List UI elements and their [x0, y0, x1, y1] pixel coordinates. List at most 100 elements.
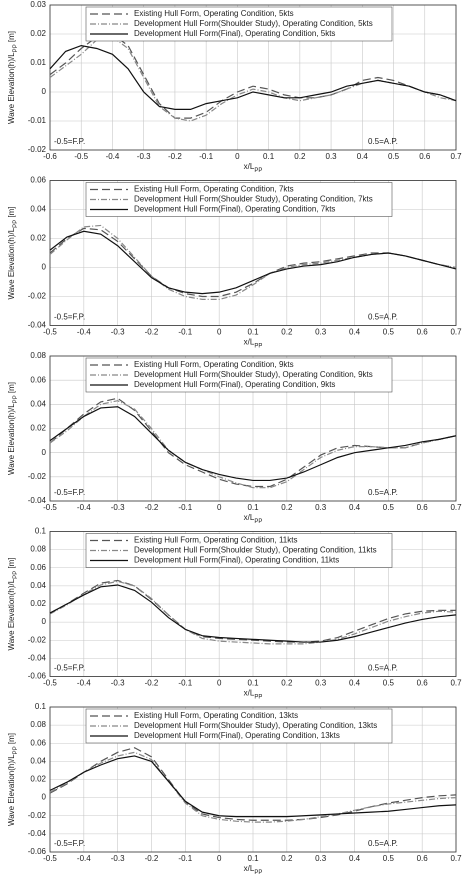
x-axis-label-part: x/L — [244, 513, 255, 522]
legend-label: Development Hull Form(Shoulder Study), O… — [134, 19, 373, 28]
annotation: -0.5=F.P. — [54, 313, 85, 322]
x-tick-label: -0.5 — [43, 503, 57, 512]
x-tick-label: 0.5 — [383, 328, 395, 337]
plot-frame — [49, 355, 457, 502]
y-tick-label: 0 — [42, 448, 47, 457]
x-tick-label: 0.4 — [349, 503, 361, 512]
y-tick-label: -0.06 — [28, 847, 47, 856]
x-tick-label: 0.4 — [349, 328, 361, 337]
legend-box — [85, 182, 393, 217]
x-axis-label: x/LPP — [244, 513, 263, 524]
x-tick-label: 0.4 — [357, 152, 369, 161]
y-axis-label-part: Wave Elevation(h)/L — [7, 578, 16, 650]
x-tick-label: 0.6 — [417, 328, 429, 337]
legend-box — [85, 533, 393, 568]
y-tick-label: 0.06 — [30, 375, 46, 384]
y-tick-label: 0.03 — [30, 0, 46, 9]
y-tick-label: 0.04 — [30, 756, 46, 765]
x-axis-label-part: PP — [254, 870, 262, 876]
y-axis-label-part: [m] — [7, 31, 16, 44]
x-tick-label: 0.7 — [450, 503, 462, 512]
y-axis-label-part: [m] — [7, 382, 16, 395]
y-axis-label-part: Wave Elevation(h)/L — [7, 52, 16, 124]
series-line — [49, 36, 457, 122]
y-tick-label: 0.08 — [30, 351, 46, 360]
series-line — [49, 33, 457, 119]
x-axis-label: x/LPP — [244, 162, 263, 173]
x-tick-label: -0.1 — [178, 328, 192, 337]
series-line — [49, 44, 457, 110]
x-axis-label-part: x/L — [244, 162, 255, 171]
chart-panel: -0.06 -0.04 -0.02 0 0.02 0.04 0.06 0.08 0.1 -0.5 -… — [7, 702, 462, 875]
annotation: 0.5=A.P. — [368, 839, 398, 848]
x-tick-label: 0.3 — [326, 152, 338, 161]
series-line — [49, 584, 457, 643]
x-tick-label: 0.2 — [281, 503, 293, 512]
y-tick-label: -0.06 — [28, 672, 47, 681]
y-axis-label-part: PP — [13, 746, 19, 754]
series-line — [49, 400, 457, 489]
legend-label: Development Hull Form(Final), Operating … — [134, 731, 340, 740]
x-tick-label: 0.5 — [383, 854, 395, 863]
annotation: -0.5=F.P. — [54, 664, 85, 673]
y-tick-label: -0.04 — [28, 653, 47, 662]
x-tick-label: 0.6 — [417, 503, 429, 512]
y-axis-label: Wave Elevation(h)/LPP [m] — [7, 557, 18, 650]
x-tick-label: -0.5 — [74, 152, 88, 161]
x-tick-label: 0.3 — [315, 328, 327, 337]
legend-box — [85, 6, 393, 42]
y-axis-label-part: [m] — [7, 206, 16, 219]
x-tick-label: -0.3 — [111, 503, 125, 512]
annotation: -0.5=F.P. — [54, 488, 85, 497]
x-tick-label: 0 — [217, 328, 222, 337]
y-axis-label-part: PP — [13, 220, 19, 228]
y-axis-label-part: PP — [13, 44, 19, 52]
legend-label: Development Hull Form(Shoulder Study), O… — [134, 546, 377, 555]
x-axis-label-part: x/L — [244, 689, 255, 698]
legend-label: Development Hull Form(Shoulder Study), O… — [134, 370, 373, 379]
x-tick-label: 0.5 — [388, 152, 400, 161]
legend-label: Existing Hull Form, Operating Condition,… — [134, 360, 294, 369]
chart-panel: -0.06 -0.04 -0.02 0 0.02 0.04 0.06 0.08 0.1 -0.5 -… — [7, 527, 462, 700]
annotation: 0.5=A.P. — [368, 664, 398, 673]
y-axis-label: Wave Elevation(h)/LPP [m] — [7, 382, 18, 475]
x-tick-label: 0.4 — [349, 679, 361, 688]
x-tick-label: 0 — [217, 679, 222, 688]
y-axis-label-part: PP — [13, 395, 19, 403]
series-line — [49, 230, 457, 295]
y-tick-label: 0.02 — [30, 775, 46, 784]
series-line — [49, 406, 457, 482]
plot-frame — [49, 531, 457, 677]
legend-label: Existing Hull Form, Operating Condition,… — [134, 711, 298, 720]
x-tick-label: 0.6 — [417, 854, 429, 863]
x-tick-label: 0.2 — [294, 152, 306, 161]
x-axis-label-part: x/L — [244, 338, 255, 347]
y-tick-label: -0.04 — [28, 321, 47, 330]
x-tick-label: -0.6 — [43, 152, 57, 161]
x-tick-label: 0.4 — [349, 854, 361, 863]
x-tick-label: 0.5 — [383, 503, 395, 512]
x-tick-label: 0.7 — [450, 328, 462, 337]
y-tick-label: 0.04 — [30, 581, 46, 590]
legend-label: Development Hull Form(Final), Operating … — [134, 556, 339, 565]
x-tick-label: -0.5 — [43, 854, 57, 863]
x-tick-label: -0.4 — [77, 854, 91, 863]
x-axis-label-part: PP — [254, 694, 262, 700]
x-tick-label: 0.6 — [417, 679, 429, 688]
annotation: 0.5=A.P. — [368, 488, 398, 497]
chart-panel: -0.02 -0.01 0 0.01 0.02 0.03 -0.6 -0.5 -0.4 -0.3 -… — [7, 0, 462, 173]
x-tick-label: 0.3 — [315, 854, 327, 863]
x-tick-label: 0.6 — [419, 152, 431, 161]
y-tick-label: 0.01 — [30, 58, 46, 67]
x-axis-label: x/LPP — [244, 689, 263, 700]
annotation: 0.5=A.P. — [368, 313, 398, 322]
x-tick-label: -0.1 — [178, 679, 192, 688]
x-tick-label: -0.3 — [137, 152, 151, 161]
y-axis-label-part: Wave Elevation(h)/L — [7, 227, 16, 299]
x-tick-label: -0.4 — [106, 152, 120, 161]
y-tick-label: 0.02 — [30, 599, 46, 608]
y-tick-label: -0.02 — [28, 811, 47, 820]
x-tick-label: 0.5 — [383, 679, 395, 688]
series-line — [49, 579, 456, 643]
y-tick-label: -0.01 — [28, 116, 47, 125]
